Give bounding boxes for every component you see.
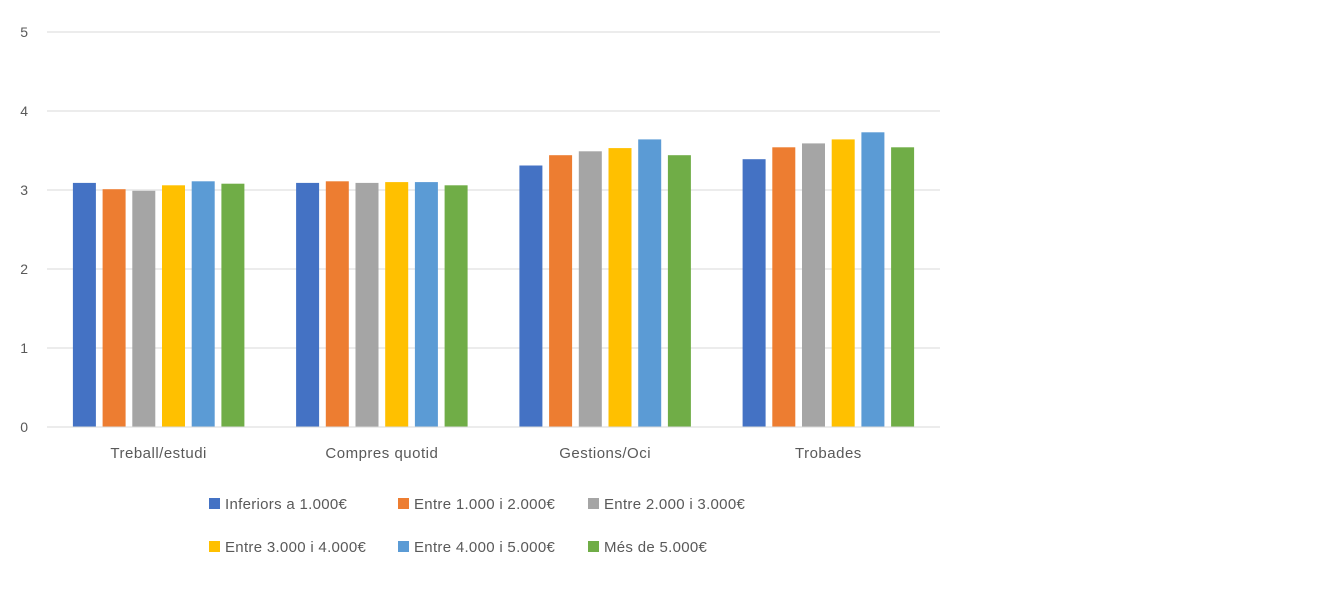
bar [162, 185, 185, 427]
legend-label: Entre 1.000 i 2.000€ [414, 496, 555, 513]
bar [667, 155, 691, 427]
y-tick-label: 2 [20, 261, 28, 277]
legend-swatch [588, 498, 599, 509]
bar [519, 165, 543, 427]
y-tick-label: 4 [20, 103, 28, 119]
legend: Inferiors a 1.000€ Entre 1.000 i 2.000€ En… [209, 496, 745, 556]
bar [891, 147, 915, 428]
bar [772, 147, 796, 428]
bar [802, 143, 825, 427]
y-tick-label: 0 [20, 419, 28, 435]
legend-label: Inferiors a 1.000€ [225, 496, 347, 513]
bar [72, 182, 96, 427]
bar [132, 190, 156, 427]
bar [861, 132, 885, 428]
bar [549, 155, 573, 427]
bar [221, 183, 245, 427]
x-category-label: Gestions/Oci [559, 445, 651, 462]
bar [325, 181, 349, 427]
bar [102, 189, 126, 427]
x-category-label: Trobades [795, 445, 862, 462]
bar [191, 181, 215, 427]
y-tick-label: 5 [20, 24, 28, 40]
legend-swatch [588, 541, 599, 552]
bar [742, 159, 766, 427]
bar [608, 148, 632, 427]
x-axis-labels: Treball/estudi Compres quotid Gestions/Oci… [110, 445, 861, 462]
bar [638, 139, 662, 427]
legend-swatch [209, 541, 220, 552]
legend-swatch [398, 541, 409, 552]
bar [355, 182, 379, 427]
bar [296, 182, 320, 427]
x-category-label: Compres quotid [325, 445, 438, 462]
legend-swatch [209, 498, 220, 509]
legend-label: Entre 4.000 i 5.000€ [414, 539, 555, 556]
legend-swatch [398, 498, 409, 509]
y-tick-label: 1 [20, 340, 28, 356]
bar [385, 182, 409, 427]
x-category-label: Treball/estudi [110, 445, 207, 462]
legend-label: Entre 2.000 i 3.000€ [604, 496, 745, 513]
bar [414, 182, 438, 427]
bars [47, 132, 940, 428]
legend-label: Entre 3.000 i 4.000€ [225, 539, 366, 556]
y-tick-label: 3 [20, 182, 28, 198]
legend-label: Més de 5.000€ [604, 539, 707, 556]
y-axis-ticks: 0 1 2 3 4 5 [20, 24, 28, 435]
bar [578, 151, 602, 428]
bar [444, 185, 468, 427]
bar [831, 139, 855, 427]
